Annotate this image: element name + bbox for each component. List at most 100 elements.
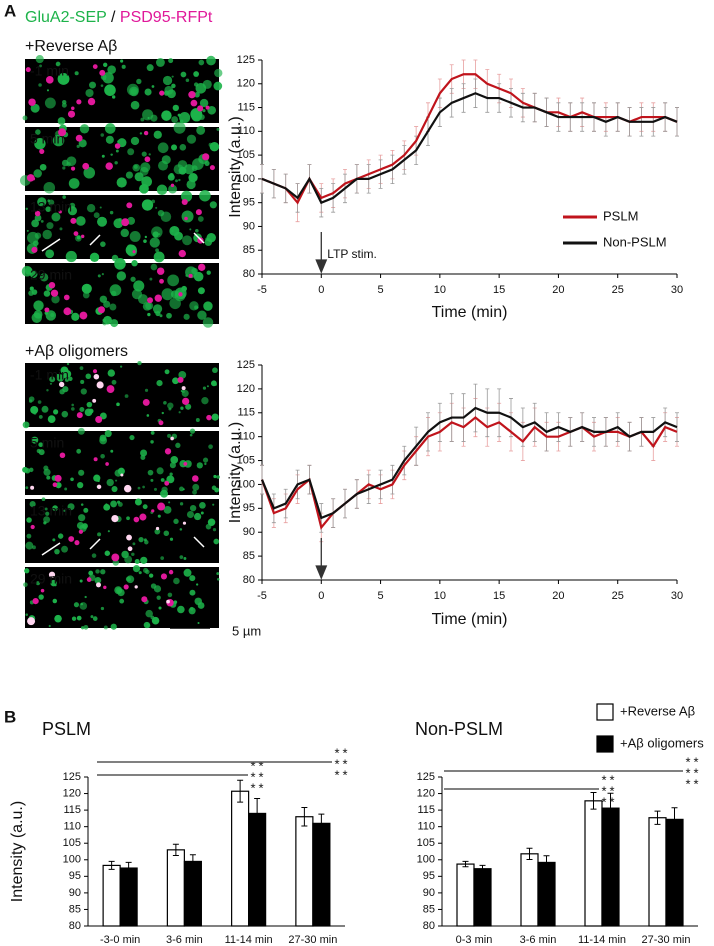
fluorescence: [109, 210, 114, 215]
fluorescence: [126, 516, 130, 521]
fluorescence: [30, 103, 40, 113]
fluorescence: [46, 389, 49, 392]
fluorescence: [207, 105, 217, 115]
fluorescence: [154, 528, 161, 535]
arrow: [89, 538, 101, 550]
fluorescence: [81, 283, 92, 294]
fluorescence: [143, 239, 147, 243]
fluorescence: [195, 418, 200, 422]
fluorescence: [79, 602, 88, 610]
fluorescence: [197, 621, 200, 624]
puncta: [209, 165, 215, 171]
fluorescence: [55, 61, 61, 67]
legend-label: +Reverse Aβ: [620, 703, 695, 718]
fluorescence: [185, 266, 197, 279]
puncta: [155, 526, 160, 531]
fluorescence: [161, 486, 168, 493]
fluorescence: [25, 613, 29, 617]
puncta: [170, 436, 174, 441]
significance-stars: ***: [605, 773, 620, 806]
fluorescence: [204, 160, 210, 166]
panel-label: B: [4, 707, 16, 726]
fluorescence: [166, 475, 175, 484]
fluorescence: [169, 225, 180, 237]
puncta: [28, 98, 36, 106]
fluorescence: [103, 625, 108, 630]
fluorescence: [114, 161, 118, 165]
fluorescence: [139, 132, 143, 135]
fluorescence: [46, 475, 51, 480]
fluorescence: [213, 81, 223, 91]
y-tick-label: 115: [63, 804, 81, 816]
y-tick-label: 120: [63, 787, 81, 799]
puncta: [71, 106, 75, 111]
puncta: [63, 307, 72, 316]
bar: [248, 812, 267, 927]
bar: [648, 817, 667, 927]
y-tick-label: 125: [237, 54, 255, 66]
fluorescence: [197, 310, 207, 320]
fluorescence: [121, 64, 126, 69]
fluorescence: [163, 530, 170, 537]
puncta: [48, 571, 56, 578]
puncta: [44, 307, 50, 313]
puncta: [198, 263, 206, 271]
fluorescence: [126, 83, 139, 96]
fluorescence: [170, 455, 179, 464]
fluorescence: [40, 219, 44, 223]
fluorescence: [79, 124, 90, 134]
puncta: [48, 281, 56, 289]
puncta: [132, 250, 136, 254]
puncta: [98, 306, 105, 314]
puncta: [154, 294, 162, 302]
fluorescence: [161, 110, 172, 121]
fluorescence: [192, 483, 200, 491]
puncta: [133, 516, 140, 523]
fluorescence: [100, 84, 104, 87]
puncta: [178, 249, 186, 258]
fluorescence: [75, 216, 86, 226]
fluorescence: [39, 273, 49, 282]
fluorescence: [48, 199, 55, 206]
fluorescence: [169, 472, 173, 476]
fluorescence: [71, 312, 80, 321]
fluorescence: [169, 462, 176, 469]
fluorescence: [67, 503, 75, 511]
y-tick-label: 100: [63, 854, 81, 866]
y-tick-label: 95: [69, 870, 81, 882]
fluorescence: [33, 411, 37, 415]
fluorescence: [49, 376, 56, 383]
fluorescence: [68, 376, 73, 381]
fluorescence: [31, 219, 39, 228]
puncta: [99, 69, 106, 76]
x-tick-label: 3-6 min: [520, 934, 557, 946]
x-tick-label: 20: [552, 590, 564, 602]
fluorescence: [43, 521, 47, 525]
fluorescence: [179, 555, 184, 559]
fluorescence: [38, 594, 44, 600]
fluorescence: [45, 511, 50, 516]
fluorescence: [212, 528, 217, 532]
fluorescence: [152, 304, 163, 314]
fluorescence: [104, 78, 107, 81]
fluorescence: [22, 115, 28, 121]
fluorescence: [199, 98, 209, 108]
fluorescence: [117, 502, 123, 507]
y-tick-label: 110: [417, 821, 435, 833]
panel-label: A: [4, 1, 16, 20]
fluorescence: [149, 237, 160, 248]
fluorescence: [196, 583, 199, 586]
fluorescence: [144, 235, 147, 239]
fluorescence: [100, 569, 106, 575]
fluorescence: [125, 576, 131, 582]
significance-stars: ***: [330, 746, 345, 779]
fluorescence: [157, 142, 169, 154]
y-tick-label: 125: [417, 771, 435, 783]
fluorescence: [103, 503, 111, 511]
puncta: [143, 130, 149, 136]
fluorescence: [214, 487, 220, 493]
arrow: [193, 536, 205, 548]
fluorescence: [155, 248, 159, 253]
fluorescence: [130, 100, 140, 110]
fluorescence: [216, 127, 220, 131]
